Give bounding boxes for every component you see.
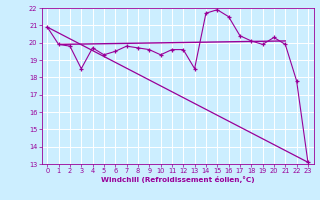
X-axis label: Windchill (Refroidissement éolien,°C): Windchill (Refroidissement éolien,°C) [101,176,254,183]
